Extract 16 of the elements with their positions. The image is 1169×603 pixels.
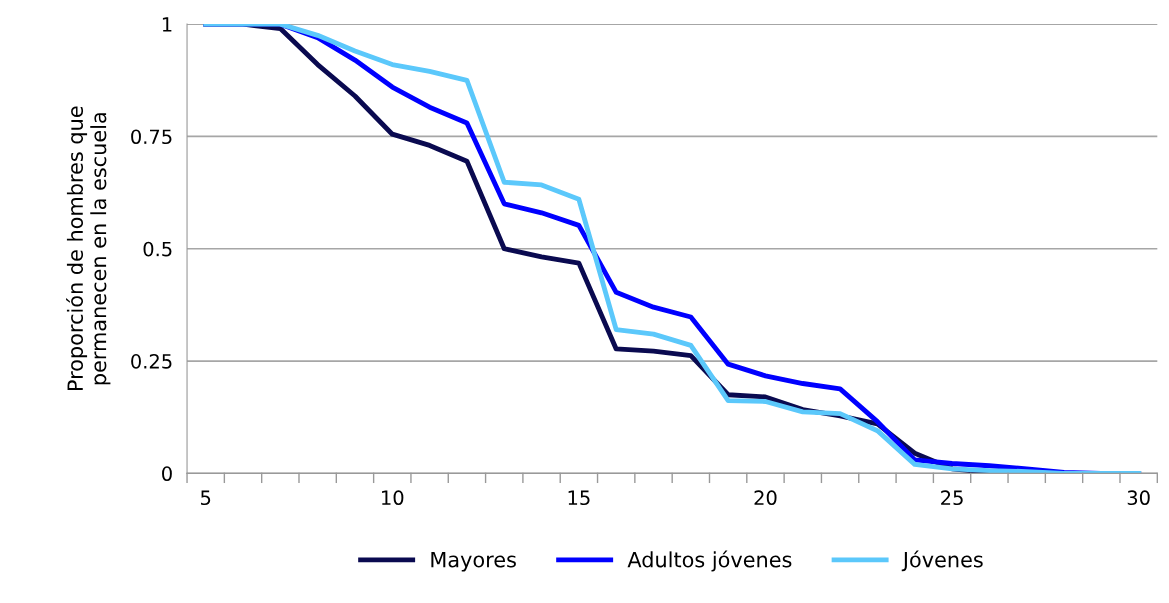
x-tick-label: 15 [568, 490, 590, 506]
legend-label: Jóvenes [901, 550, 983, 572]
y-tick-label: 0.75 [131, 129, 172, 145]
x-tick-label: 30 [1127, 490, 1150, 506]
legend-label: Mayores [431, 551, 516, 572]
x-tick-label: 10 [382, 490, 404, 506]
line-series [203, 24, 1142, 474]
x-tick-label: 25 [941, 490, 963, 506]
legend-label: Adultos jóvenes [627, 550, 792, 572]
x-tick-label: 5 [201, 490, 211, 506]
y-tick-label: 1 [162, 17, 172, 32]
y-axis-title: Proporción de hombres que permanecen en la escuela [66, 106, 111, 391]
y-tick-label: 0 [162, 466, 172, 482]
x-tick-label: 20 [754, 490, 777, 506]
y-tick-label: 0.5 [143, 241, 172, 257]
y-tick-label: 0.25 [131, 354, 172, 369]
